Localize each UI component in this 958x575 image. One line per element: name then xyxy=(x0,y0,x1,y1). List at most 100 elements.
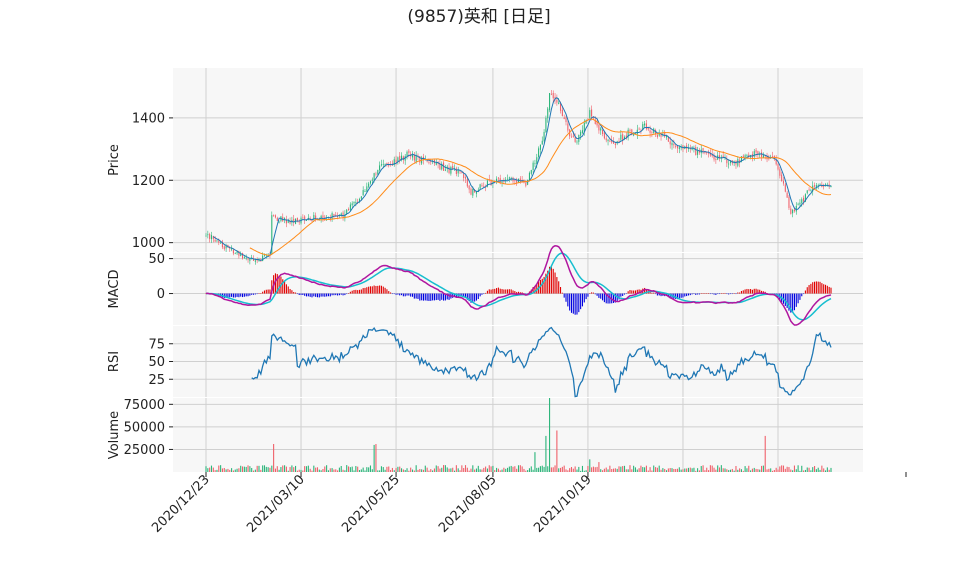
macd-histogram-bar xyxy=(587,293,589,297)
volume-bar xyxy=(263,465,266,472)
volume-bar xyxy=(691,468,693,472)
macd-histogram-bar xyxy=(718,293,721,295)
candle-body xyxy=(463,174,465,179)
volume-bar xyxy=(658,465,660,472)
volume-bar xyxy=(720,465,722,472)
macd-histogram-bar xyxy=(335,293,337,296)
volume-bar xyxy=(349,467,351,472)
macd-panel xyxy=(205,245,832,326)
macd-histogram-bar xyxy=(380,285,382,294)
volume-bar xyxy=(209,467,211,472)
volume-bar xyxy=(390,469,392,472)
macd-histogram-bar xyxy=(424,293,426,301)
candle-body xyxy=(602,130,604,134)
macd-histogram-bar xyxy=(375,285,377,294)
macd-histogram-bar xyxy=(591,292,593,294)
candle-body xyxy=(740,156,743,162)
y-tick-label: 25000 xyxy=(124,443,165,458)
volume-bar xyxy=(379,470,381,472)
volume-bar xyxy=(644,467,646,472)
volume-bar xyxy=(220,465,222,472)
macd-histogram-bar xyxy=(804,290,806,294)
macd-histogram-bar xyxy=(594,293,596,295)
candle-body xyxy=(622,134,624,141)
macd-histogram-bar xyxy=(687,293,690,296)
macd-histogram-bar xyxy=(340,293,342,295)
volume-bar xyxy=(799,470,801,472)
volume-bar xyxy=(684,468,686,472)
candle-body xyxy=(611,140,613,143)
volume-bar xyxy=(207,468,209,472)
macd-histogram-bar xyxy=(285,284,287,294)
candle-body xyxy=(373,173,375,181)
candle-body xyxy=(618,140,620,142)
volume-bar xyxy=(653,465,655,472)
y-tick-label: 1400 xyxy=(132,111,165,126)
macd-histogram-bar xyxy=(631,290,633,294)
candle-body xyxy=(726,159,728,164)
volume-bar xyxy=(810,470,812,472)
volume-bar xyxy=(494,470,496,472)
volume-bar xyxy=(587,465,589,472)
macd-histogram-bar xyxy=(477,293,479,300)
candle-body xyxy=(718,155,721,159)
candle-body xyxy=(516,180,518,183)
volume-bar xyxy=(771,470,774,472)
volume-bar xyxy=(697,468,699,472)
candle-body xyxy=(263,254,266,256)
candle-body xyxy=(408,150,410,153)
volume-bar xyxy=(369,465,372,472)
volume-bar xyxy=(788,467,790,472)
price-ylabel: Price xyxy=(107,144,122,176)
volume-bar xyxy=(388,466,390,472)
volume-bar xyxy=(474,469,476,472)
candle-body xyxy=(792,210,794,214)
volume-bar xyxy=(761,465,763,472)
candle-body xyxy=(565,117,567,123)
volume-bar xyxy=(254,469,256,472)
macd-histogram-bar xyxy=(722,293,724,294)
volume-bar xyxy=(664,468,666,472)
candle-body xyxy=(768,158,770,160)
volume-bar xyxy=(793,465,795,472)
volume-bar xyxy=(468,470,470,472)
candle-body xyxy=(764,155,766,157)
candle-body xyxy=(207,234,209,236)
candle-body xyxy=(362,190,364,196)
volume-bar xyxy=(373,444,375,472)
volume-bar xyxy=(634,467,637,472)
macd-histogram-bar xyxy=(556,277,558,294)
volume-bar xyxy=(759,469,761,472)
volume-bar xyxy=(817,467,819,472)
macd-histogram-bar xyxy=(554,272,556,294)
volume-bar xyxy=(450,468,452,472)
volume-bar xyxy=(344,470,346,472)
volume-bar xyxy=(415,465,417,472)
macd-ylabel: MACD xyxy=(107,270,122,309)
candle-body xyxy=(225,246,227,249)
candle-body xyxy=(558,102,560,105)
macd-histogram-bar xyxy=(242,293,244,298)
macd-histogram-bar xyxy=(386,289,388,294)
volume-bar xyxy=(647,470,649,472)
macd-histogram-bar xyxy=(269,289,271,294)
candle-body xyxy=(349,204,351,210)
volume-bar xyxy=(305,466,308,472)
candle-body xyxy=(647,127,649,130)
candle-body xyxy=(678,147,680,150)
macd-histogram-bar xyxy=(205,293,207,295)
volume-bar xyxy=(596,466,598,472)
volume-bar xyxy=(583,470,585,472)
volume-bar xyxy=(326,465,328,472)
volume-bar xyxy=(324,466,326,472)
candle-body xyxy=(247,258,249,260)
candle-body xyxy=(329,218,331,219)
macd-histogram-bar xyxy=(521,292,523,294)
candle-body xyxy=(600,128,602,131)
volume-bar xyxy=(695,470,697,472)
volume-bar xyxy=(711,465,713,472)
macd-histogram-bar xyxy=(636,289,638,294)
macd-histogram-bar xyxy=(468,293,470,302)
candle-body xyxy=(366,186,368,192)
macd-histogram-bar xyxy=(737,292,739,294)
